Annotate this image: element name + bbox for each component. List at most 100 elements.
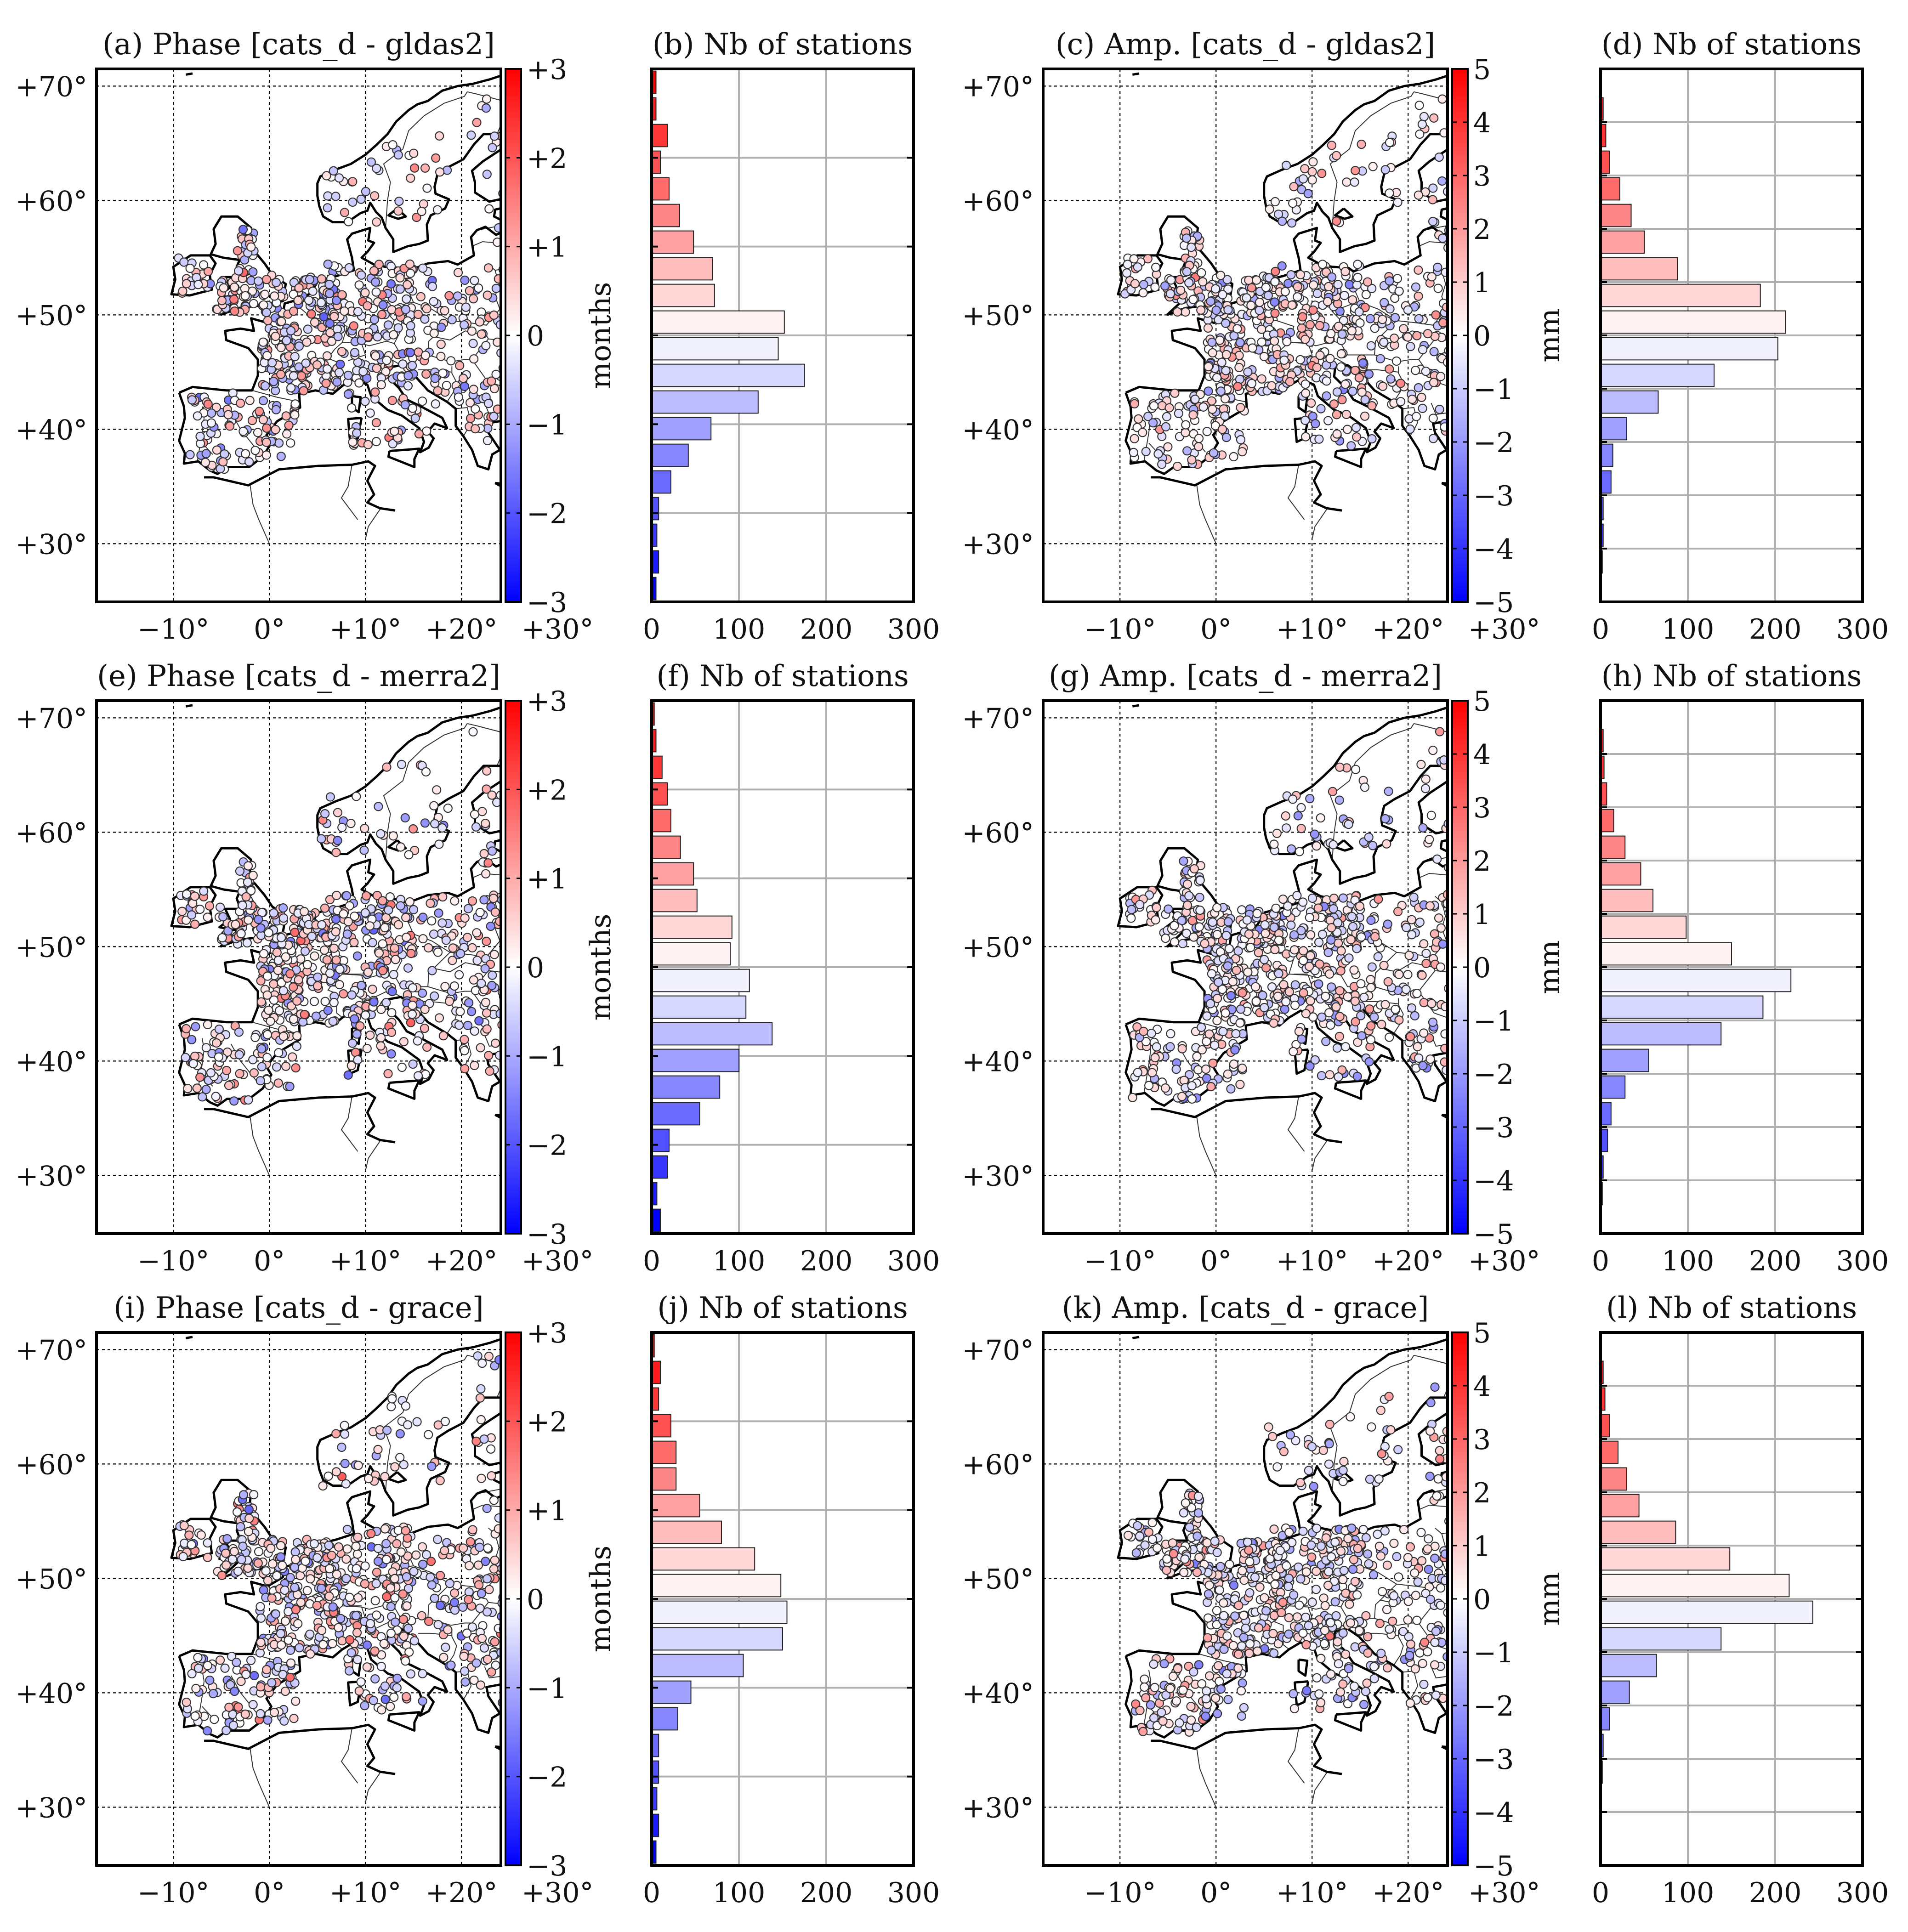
station-marker bbox=[298, 1017, 308, 1027]
station-marker bbox=[337, 1442, 346, 1452]
station-marker bbox=[368, 938, 377, 947]
station-marker bbox=[357, 270, 366, 280]
station-marker bbox=[390, 426, 399, 436]
station-marker bbox=[366, 157, 376, 167]
station-marker bbox=[1345, 280, 1354, 289]
station-marker bbox=[1283, 901, 1293, 911]
station-marker bbox=[1310, 829, 1319, 839]
station-marker bbox=[320, 809, 330, 819]
panel-title: (f) Nb of stations bbox=[656, 659, 909, 693]
station-marker bbox=[394, 197, 404, 206]
station-marker bbox=[458, 374, 468, 383]
station-marker bbox=[329, 943, 339, 953]
coastline bbox=[1334, 1079, 1367, 1100]
station-marker bbox=[463, 1020, 473, 1031]
station-marker bbox=[406, 268, 415, 278]
station-marker bbox=[467, 896, 477, 906]
station-marker bbox=[522, 1365, 531, 1374]
station-marker bbox=[323, 203, 332, 213]
station-marker bbox=[1436, 962, 1446, 972]
station-marker bbox=[494, 1513, 501, 1523]
station-marker bbox=[387, 1394, 397, 1404]
station-marker bbox=[316, 298, 326, 307]
station-marker bbox=[1544, 294, 1552, 302]
coastline bbox=[204, 1092, 396, 1144]
station-marker bbox=[1329, 840, 1338, 850]
station-marker bbox=[1289, 930, 1299, 940]
station-marker bbox=[462, 933, 472, 942]
colorbar-tick-label: 3 bbox=[1473, 160, 1491, 193]
station-marker bbox=[285, 969, 295, 979]
station-marker bbox=[477, 807, 487, 816]
station-marker bbox=[481, 819, 490, 828]
station-marker bbox=[1367, 401, 1377, 411]
station-marker bbox=[1440, 422, 1448, 432]
station-marker bbox=[1394, 1015, 1404, 1025]
station-marker bbox=[1497, 731, 1505, 739]
lon-tick-label: +10° bbox=[329, 1245, 402, 1277]
station-marker bbox=[1324, 969, 1334, 979]
station-marker bbox=[269, 1707, 279, 1717]
coastline bbox=[170, 1518, 217, 1560]
station-marker bbox=[402, 1601, 412, 1611]
station-marker bbox=[534, 206, 542, 214]
coastline bbox=[185, 704, 193, 708]
station-marker bbox=[1216, 386, 1226, 396]
station-marker bbox=[1337, 329, 1347, 339]
station-marker bbox=[468, 1525, 477, 1535]
station-marker bbox=[1480, 837, 1488, 845]
station-marker bbox=[280, 1686, 290, 1696]
station-marker bbox=[1226, 1084, 1236, 1094]
station-marker bbox=[482, 1008, 492, 1018]
station-marker bbox=[460, 381, 470, 391]
station-marker bbox=[399, 1037, 409, 1047]
station-marker bbox=[190, 1051, 200, 1061]
station-marker bbox=[1379, 298, 1389, 307]
station-marker bbox=[190, 919, 200, 929]
station-marker bbox=[264, 1005, 273, 1015]
station-marker bbox=[1335, 762, 1345, 772]
station-marker bbox=[1267, 381, 1277, 391]
station-marker bbox=[1130, 434, 1139, 443]
station-marker bbox=[245, 396, 255, 405]
station-marker bbox=[1334, 795, 1344, 805]
country-border bbox=[1487, 244, 1531, 279]
station-marker bbox=[1279, 355, 1289, 365]
station-marker bbox=[420, 1024, 430, 1033]
station-marker bbox=[1165, 289, 1175, 299]
station-marker bbox=[460, 913, 470, 923]
station-marker bbox=[381, 1539, 391, 1548]
station-marker bbox=[193, 411, 202, 421]
station-marker bbox=[278, 913, 288, 923]
station-marker bbox=[396, 842, 406, 852]
station-marker bbox=[1486, 779, 1494, 787]
lon-tick-label: +20° bbox=[426, 613, 498, 646]
station-marker bbox=[376, 1041, 386, 1051]
station-marker bbox=[488, 894, 499, 903]
histogram-bar bbox=[1600, 204, 1632, 227]
histogram-bar bbox=[651, 204, 680, 227]
station-marker bbox=[365, 408, 375, 418]
station-marker bbox=[446, 356, 456, 366]
station-marker bbox=[440, 1416, 450, 1426]
station-marker bbox=[408, 1000, 417, 1010]
station-marker bbox=[431, 153, 441, 163]
station-marker bbox=[1351, 1017, 1360, 1027]
colorbar-tick-label: −2 bbox=[1473, 1059, 1514, 1091]
station-marker bbox=[1492, 928, 1500, 936]
station-marker bbox=[558, 1574, 567, 1582]
station-marker bbox=[376, 1033, 386, 1042]
station-marker bbox=[284, 1635, 293, 1645]
station-marker bbox=[533, 1364, 541, 1372]
station-marker bbox=[444, 291, 454, 300]
station-marker bbox=[218, 912, 228, 922]
station-marker bbox=[1377, 1020, 1386, 1029]
station-marker bbox=[482, 936, 491, 946]
station-marker bbox=[1411, 412, 1421, 421]
station-marker bbox=[1347, 912, 1357, 921]
colorbar-tick-label: 3 bbox=[1473, 792, 1491, 824]
station-marker bbox=[286, 438, 295, 448]
station-marker bbox=[1492, 986, 1500, 994]
station-marker bbox=[1326, 329, 1336, 339]
station-marker bbox=[370, 387, 380, 397]
